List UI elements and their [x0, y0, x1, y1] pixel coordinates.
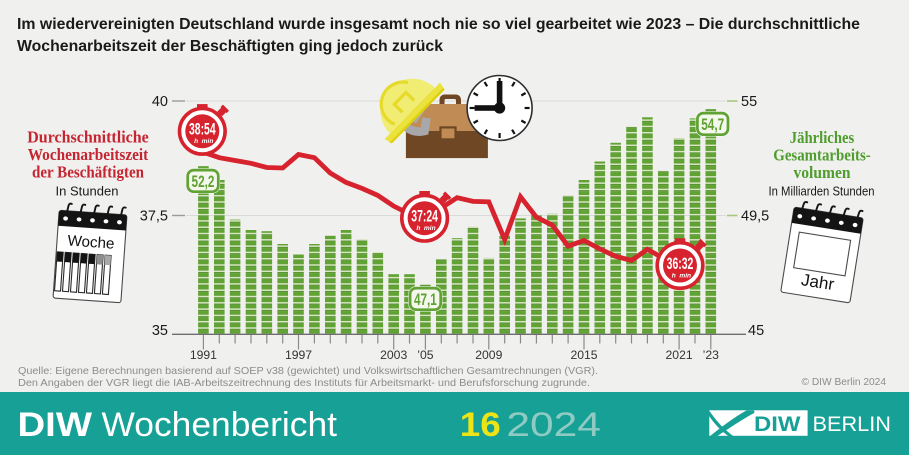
svg-text:Im wiedervereinigten Deutschla: Im wiedervereinigten Deutschland wurde i…: [17, 16, 860, 33]
svg-text:16: 16: [460, 406, 501, 444]
svg-text:47,1: 47,1: [414, 291, 437, 310]
svg-text:’23: ’23: [703, 348, 719, 362]
svg-text:2003: 2003: [380, 348, 407, 362]
svg-text:volumen: volumen: [794, 163, 852, 182]
svg-text:40: 40: [152, 94, 168, 110]
svg-text:1997: 1997: [285, 348, 312, 362]
svg-text:BERLIN: BERLIN: [813, 412, 892, 436]
svg-text:1991: 1991: [190, 348, 217, 362]
svg-text:Quelle: Eigene Berechnungen ba: Quelle: Eigene Berechnungen basierend au…: [18, 366, 598, 377]
svg-text:37,5: 37,5: [140, 209, 168, 225]
svg-text:2021: 2021: [666, 348, 693, 362]
svg-text:Gesamtarbeits-: Gesamtarbeits-: [773, 146, 871, 165]
svg-text:45: 45: [748, 323, 764, 339]
svg-text:Wochenarbeitszeit der Beschäft: Wochenarbeitszeit der Beschäftigten ging…: [17, 38, 443, 55]
svg-text:der Beschäftigten: der Beschäftigten: [32, 163, 145, 182]
svg-text:’05: ’05: [417, 348, 433, 362]
svg-text:49,5: 49,5: [741, 209, 769, 225]
svg-text:In Milliarden Stunden: In Milliarden Stunden: [769, 185, 875, 199]
svg-text:min: min: [202, 138, 214, 145]
svg-text:DIW: DIW: [754, 412, 801, 436]
svg-text:Jährliches: Jährliches: [790, 128, 855, 147]
svg-text:52,2: 52,2: [192, 173, 215, 192]
svg-text:Woche: Woche: [67, 232, 115, 252]
svg-text:h: h: [672, 272, 676, 279]
svg-text:2009: 2009: [475, 348, 502, 362]
svg-text:35: 35: [152, 323, 168, 339]
svg-text:h: h: [194, 138, 198, 145]
svg-text:© DIW Berlin 2024: © DIW Berlin 2024: [801, 377, 886, 388]
svg-text:DIW: DIW: [18, 406, 94, 444]
svg-text:Den Angaben der VGR liegt die: Den Angaben der VGR liegt die IAB-Arbeit…: [18, 378, 590, 389]
svg-text:Wochenbericht: Wochenbericht: [102, 406, 338, 444]
svg-text:54,7: 54,7: [701, 116, 724, 135]
svg-text:Durchschnittliche: Durchschnittliche: [27, 128, 149, 147]
svg-text:38:54: 38:54: [189, 120, 216, 138]
svg-text:36:32: 36:32: [667, 255, 694, 273]
svg-text:h: h: [416, 225, 420, 232]
svg-text:Wochenarbeitszeit: Wochenarbeitszeit: [28, 145, 149, 164]
svg-text:min: min: [679, 272, 691, 279]
svg-text:55: 55: [741, 94, 757, 110]
svg-text:2024: 2024: [506, 406, 601, 444]
svg-text:min: min: [424, 225, 436, 232]
svg-text:2015: 2015: [570, 348, 597, 362]
svg-text:Jahr: Jahr: [800, 270, 836, 294]
svg-text:In Stunden: In Stunden: [56, 184, 119, 199]
svg-text:37:24: 37:24: [411, 207, 438, 225]
